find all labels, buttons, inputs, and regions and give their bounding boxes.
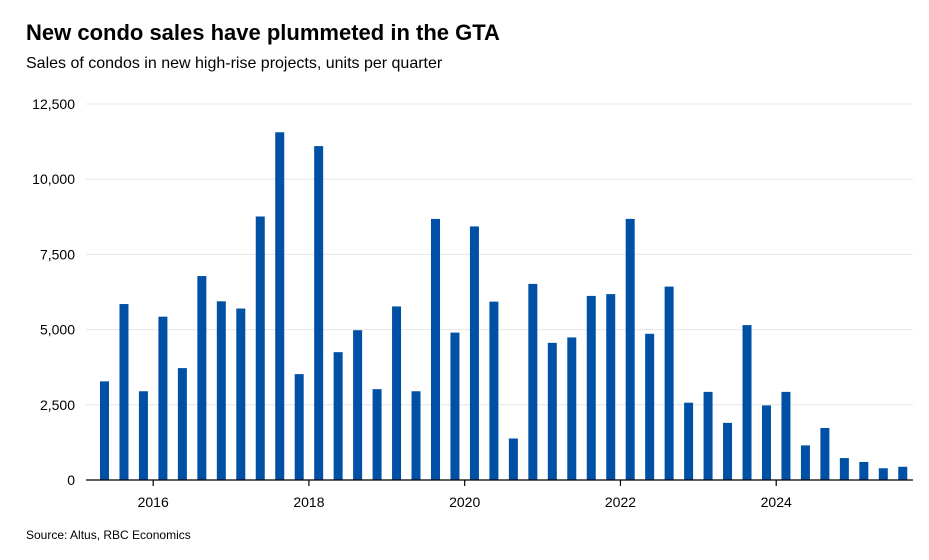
bar [839,458,849,480]
bar [800,445,810,480]
bar [820,427,830,480]
bar [859,461,869,480]
bar [742,325,752,480]
bar [314,146,324,480]
chart-title: New condo sales have plummeted in the GT… [26,20,500,45]
bars [100,132,908,481]
x-axis [86,479,913,486]
bar [138,391,148,480]
y-tick-label: 5,000 [40,322,75,338]
bar [177,368,187,480]
y-tick-label: 7,500 [40,246,75,262]
source-note: Source: Altus, RBC Economics [26,528,191,542]
y-axis-tick-labels: 0 2,500 5,000 7,500 10,000 12,500 [32,96,75,488]
bar [508,438,518,480]
x-tick-label: 2020 [449,494,480,510]
x-tick-label: 2024 [761,494,792,510]
x-axis-tick-labels: 2016 2018 2020 2022 2024 [138,494,792,510]
bar [236,308,246,480]
bar [469,226,479,480]
bar [158,316,168,480]
bar [294,374,304,480]
x-tick-label: 2022 [605,494,636,510]
bar [255,216,265,480]
bar [489,301,499,480]
bar [684,402,694,480]
bar [586,295,596,480]
bar [197,276,207,480]
bar [878,468,888,480]
gridlines [86,103,913,406]
y-tick-label: 0 [67,472,75,488]
bar [372,389,382,480]
bar [664,286,674,480]
bar [450,332,460,480]
bar [353,330,363,480]
bar [528,283,538,480]
y-tick-label: 10,000 [32,171,75,187]
bar [606,294,616,480]
bar [645,333,655,480]
bar [333,352,343,480]
bar [723,422,733,480]
chart-subtitle: Sales of condos in new high-rise project… [26,55,443,72]
x-tick-label: 2018 [293,494,324,510]
bar [430,218,440,481]
bar [411,391,421,480]
y-tick-label: 12,500 [32,96,75,112]
x-tick-label: 2016 [138,494,169,510]
bar [567,337,577,480]
bar [898,466,908,480]
bar [392,306,402,480]
y-tick-label: 2,500 [40,397,75,413]
bar [703,391,713,480]
bar [547,342,557,480]
bar [781,391,791,480]
bar [216,301,226,480]
bar [275,132,285,480]
bar [761,405,771,480]
bar [625,218,635,481]
bar [119,304,129,480]
bar [100,381,109,480]
